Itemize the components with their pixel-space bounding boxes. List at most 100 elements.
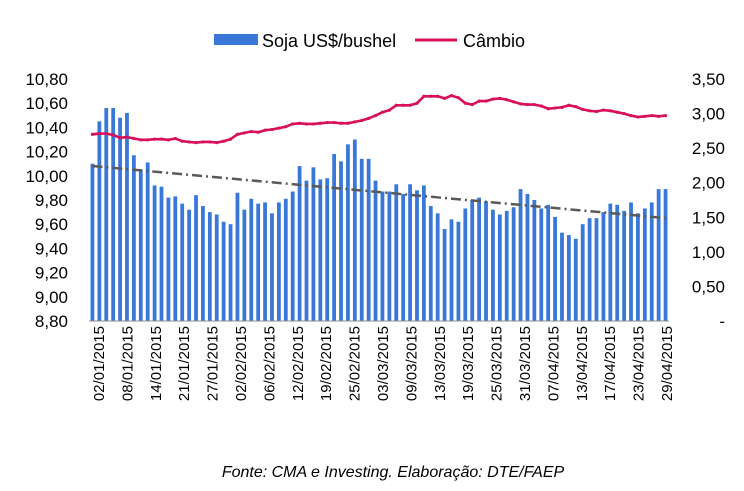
soja-bar — [456, 221, 461, 321]
soja-bar — [221, 221, 226, 321]
soja-bar — [373, 180, 378, 321]
soja-bar — [366, 158, 371, 321]
x-tick-label: 25/03/2015 — [489, 326, 506, 401]
cambio-point — [594, 109, 599, 114]
cambio-point — [442, 96, 447, 100]
soja-bar — [359, 158, 364, 321]
cambio-point — [104, 132, 108, 136]
soja-trendline — [92, 164, 666, 220]
cambio-point — [139, 138, 143, 142]
cambio-point — [180, 139, 184, 143]
soja-bar — [518, 189, 523, 321]
cambio-point — [601, 108, 606, 112]
cambio-point — [387, 108, 391, 112]
soja-bar — [256, 203, 261, 321]
x-tick-label: 19/02/2015 — [318, 326, 335, 401]
legend-label-soja: Soja US$/bushel — [262, 31, 396, 51]
soja-bar — [539, 208, 544, 321]
cambio-point — [408, 103, 412, 107]
x-tick-label: 13/03/2015 — [432, 326, 449, 401]
right-tick-label: 2,00 — [692, 174, 725, 193]
soja-bar — [304, 180, 309, 321]
cambio-point — [581, 107, 585, 112]
x-tick-label: 25/02/2015 — [347, 326, 364, 401]
soja-bar — [325, 178, 330, 321]
cambio-point — [367, 116, 371, 121]
soja-bar — [449, 219, 454, 321]
cambio-point — [152, 137, 157, 141]
cambio-point — [650, 114, 654, 118]
soja-bar — [166, 197, 171, 321]
cambio-point — [608, 109, 612, 113]
cambio-point — [470, 102, 474, 107]
soja-bar — [270, 213, 274, 321]
soja-bar — [401, 193, 406, 321]
soja-bar — [463, 208, 468, 321]
soja-bar — [573, 238, 578, 321]
cambio-point — [463, 101, 467, 105]
x-tick-label: 03/03/2015 — [375, 326, 392, 401]
cambio-point — [194, 141, 198, 145]
cambio-point — [256, 130, 260, 134]
soja-bar — [201, 206, 205, 321]
soja-bar — [263, 202, 267, 321]
soja-bar — [504, 210, 509, 321]
cambio-point — [518, 102, 523, 106]
cambio-point — [429, 94, 433, 98]
left-tick-label: 10,80 — [25, 70, 68, 89]
soja-bar — [346, 144, 350, 321]
x-tick-label: 23/04/2015 — [631, 326, 648, 401]
soja-bar — [566, 235, 571, 321]
x-tick-label: 13/04/2015 — [574, 326, 591, 401]
soja-bar — [283, 198, 288, 321]
cambio-point — [222, 139, 226, 143]
soja-bar — [352, 139, 357, 321]
cambio-point — [539, 104, 543, 108]
soja-bar — [235, 192, 240, 321]
x-tick-label: 19/03/2015 — [460, 326, 477, 401]
cambio-point — [560, 105, 564, 109]
cambio-point — [401, 103, 405, 107]
soja-bar — [649, 202, 654, 321]
right-tick-label: 2,50 — [692, 139, 725, 158]
soja-bar — [421, 185, 426, 321]
cambio-point — [125, 135, 129, 139]
soja-bar — [428, 206, 433, 321]
right-tick-label: 3,50 — [692, 70, 725, 89]
cambio-point — [332, 120, 336, 125]
cambio-point — [415, 101, 419, 105]
soja-bar — [207, 212, 212, 321]
cambio-point — [291, 122, 295, 126]
x-tick-label: 09/03/2015 — [403, 326, 420, 401]
cambio-point — [187, 140, 191, 144]
x-axis: 02/01/2015 08/01/2015 14/01/2015 21/01/2015… — [91, 326, 676, 401]
cambio-point — [373, 114, 378, 118]
left-tick-label: 10,40 — [25, 118, 68, 137]
left-tick-label: 10,00 — [25, 167, 68, 186]
soja-bar — [511, 207, 516, 321]
soja-bar — [131, 155, 136, 321]
soja-bar — [138, 169, 143, 321]
left-axis: 8,80 9,00 9,20 9,40 9,60 9,80 10,00 10,20 10,40 1… — [25, 70, 68, 331]
right-axis: - 0,50 1,00 1,50 2,00 2,50 3,00 3,50 — [692, 70, 725, 331]
soja-bar — [311, 167, 316, 321]
cambio-point — [146, 138, 150, 142]
soja-bar — [297, 166, 302, 321]
cambio-point — [449, 93, 454, 98]
cambio-point — [346, 121, 350, 125]
cambio-point — [215, 141, 219, 145]
soja-bar — [525, 193, 530, 321]
cambio-point — [484, 99, 488, 103]
cambio-point — [208, 140, 212, 144]
left-tick-label: 9,60 — [35, 215, 68, 234]
cambio-point — [118, 136, 122, 140]
soja-bar — [408, 184, 412, 321]
right-tick-label: 3,00 — [692, 105, 725, 124]
soja-bar — [580, 224, 585, 321]
cambio-series-line — [92, 94, 666, 144]
cambio-point — [173, 136, 177, 141]
cambio-point — [491, 97, 495, 101]
soja-bar — [90, 163, 95, 321]
soja-bar — [608, 203, 613, 321]
